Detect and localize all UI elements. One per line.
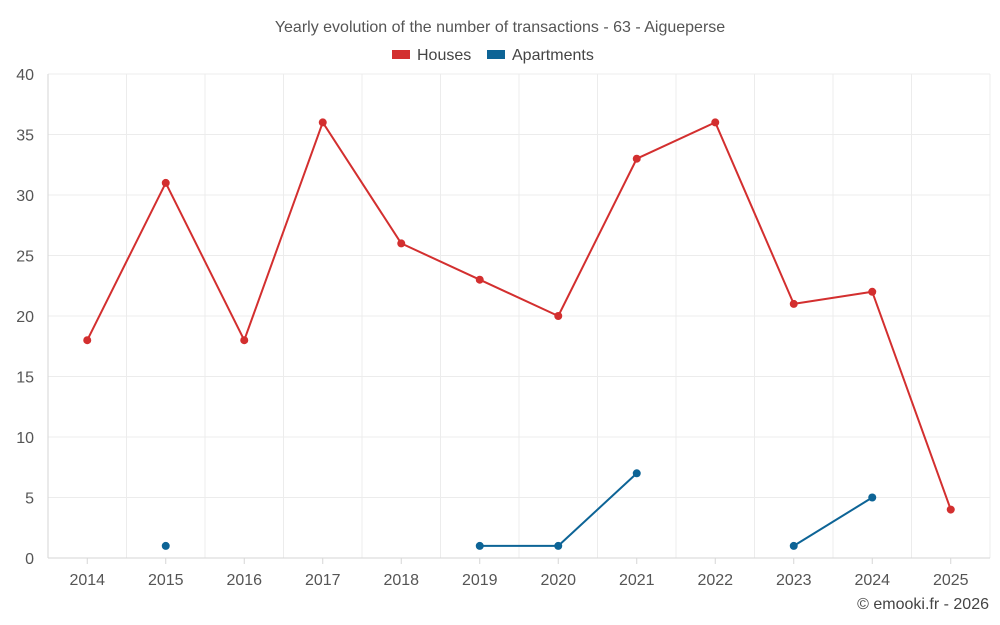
data-point-apartments[interactable] <box>789 541 798 550</box>
legend-label-apartments: Apartments <box>512 47 594 64</box>
copyright-text: © emooki.fr - 2026 <box>857 596 989 613</box>
y-tick-label: 5 <box>25 491 34 508</box>
legend-item-houses[interactable]: Houses <box>392 47 471 64</box>
data-point-houses[interactable] <box>161 178 170 187</box>
legend: Houses Apartments <box>392 47 594 64</box>
x-tick-label: 2024 <box>854 572 890 589</box>
data-point-houses[interactable] <box>240 336 249 345</box>
x-tick-label: 2021 <box>619 572 655 589</box>
legend-item-apartments[interactable]: Apartments <box>487 47 594 64</box>
y-tick-label: 15 <box>16 370 34 387</box>
data-point-houses[interactable] <box>868 287 877 296</box>
data-point-houses[interactable] <box>475 275 484 284</box>
data-point-apartments[interactable] <box>161 541 170 550</box>
data-point-houses[interactable] <box>711 118 720 127</box>
x-tick-label: 2022 <box>697 572 733 589</box>
legend-swatch-apartments <box>487 50 505 59</box>
series-layer <box>83 118 955 550</box>
series-apartments <box>161 469 877 550</box>
x-tick-label: 2019 <box>462 572 498 589</box>
data-point-houses[interactable] <box>632 154 641 163</box>
x-tick-label: 2014 <box>69 572 105 589</box>
data-point-apartments[interactable] <box>868 493 877 502</box>
x-tick-label: 2015 <box>148 572 184 589</box>
series-line-houses <box>86 121 952 510</box>
y-tick-label: 25 <box>16 249 34 266</box>
y-tick-label: 20 <box>16 309 34 326</box>
data-point-apartments[interactable] <box>554 541 563 550</box>
x-tick-label: 2025 <box>933 572 969 589</box>
data-point-houses[interactable] <box>789 299 798 308</box>
x-tick-label: 2018 <box>383 572 419 589</box>
x-tick-label: 2020 <box>540 572 576 589</box>
y-tick-label: 0 <box>25 551 34 568</box>
y-tick-label: 10 <box>16 430 34 447</box>
series-line-apartments <box>793 496 873 547</box>
data-point-houses[interactable] <box>318 118 327 127</box>
data-point-houses[interactable] <box>554 312 563 320</box>
legend-swatch-houses <box>392 50 410 59</box>
series-houses <box>83 118 955 514</box>
data-point-houses[interactable] <box>946 505 955 514</box>
y-tick-label: 30 <box>16 188 34 205</box>
data-point-apartments[interactable] <box>475 541 484 550</box>
data-point-houses[interactable] <box>83 336 92 345</box>
data-point-apartments[interactable] <box>632 469 641 478</box>
x-tick-label: 2017 <box>305 572 341 589</box>
data-point-houses[interactable] <box>397 239 406 248</box>
y-tick-label: 40 <box>16 67 34 84</box>
legend-label-houses: Houses <box>417 47 471 64</box>
series-line-apartments <box>479 472 638 547</box>
x-tick-label: 2016 <box>226 572 262 589</box>
grid <box>47 73 991 558</box>
y-tick-label: 35 <box>16 128 34 145</box>
chart-title: Yearly evolution of the number of transa… <box>275 19 725 36</box>
x-tick-label: 2023 <box>776 572 812 589</box>
